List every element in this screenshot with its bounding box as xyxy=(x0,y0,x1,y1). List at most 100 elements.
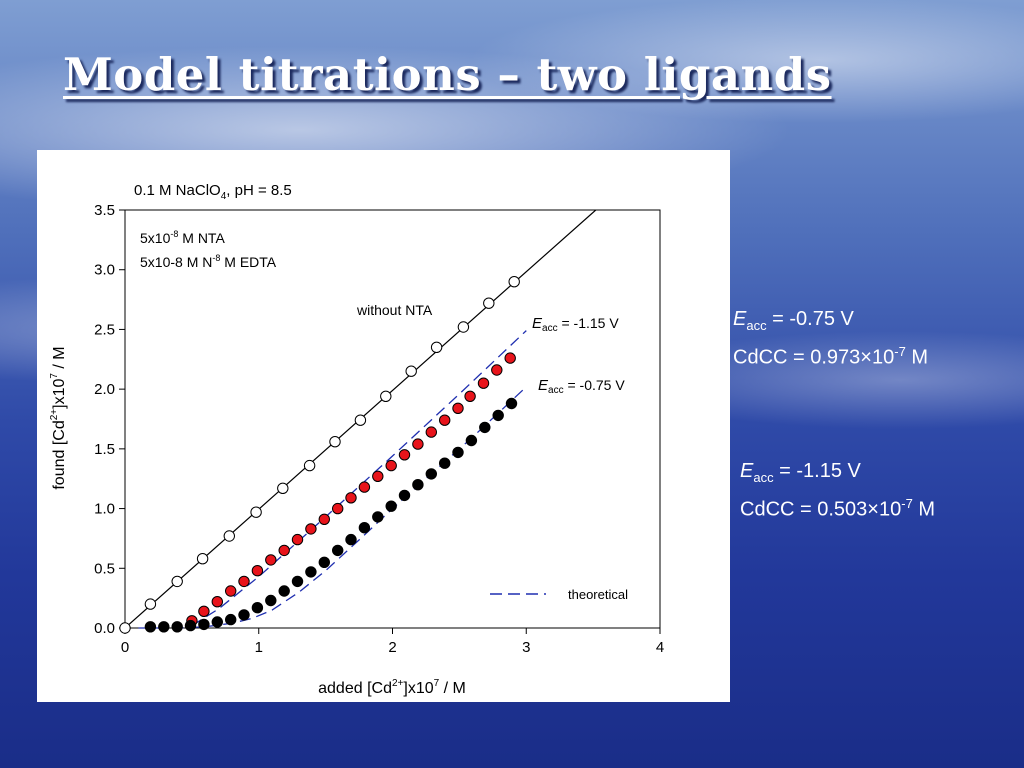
annotation-eacc-075: Eacc = -0.75 V xyxy=(538,377,625,396)
series-1-point-10 xyxy=(318,513,330,525)
series-2-point-2 xyxy=(171,621,183,633)
series-2-point-24 xyxy=(465,434,478,447)
series-0-point-14 xyxy=(483,297,495,309)
series-1-point-4 xyxy=(238,575,250,588)
note-eacc-115: Eacc = -1.15 V CdCC = 0.503×10-7 M xyxy=(740,458,935,523)
series-1-point-2 xyxy=(211,596,224,608)
series-1-point-12 xyxy=(345,492,357,504)
series-1-point-13 xyxy=(358,481,371,493)
chart-title: 0.1 M NaClO4, pH = 8.5 xyxy=(134,182,292,202)
slide-title: Model titrations – two ligands xyxy=(63,48,832,101)
series-2-point-19 xyxy=(398,489,411,502)
series-0-point-1 xyxy=(144,598,157,610)
series-1-point-7 xyxy=(278,544,290,557)
series-1-point-19 xyxy=(439,414,451,426)
annotation-without-nta: without NTA xyxy=(356,302,433,318)
note-cdcc-115: CdCC = 0.503×10-7 M xyxy=(740,496,936,521)
series-1-point-6 xyxy=(265,554,277,566)
series-0-point-11 xyxy=(405,365,417,377)
x-axis-label: added [Cd2+]x107 / M xyxy=(318,678,466,697)
x-tick-label-3: 3 xyxy=(522,639,530,656)
series-1-point-9 xyxy=(305,523,317,535)
annotation-eacc-115: Eacc = -1.15 V xyxy=(532,315,619,334)
series-0-point-13 xyxy=(457,321,470,333)
y-tick-label-2: 1.0 xyxy=(94,501,115,518)
series-0-point-2 xyxy=(171,575,183,588)
series-0-point-4 xyxy=(223,530,236,542)
series-0-point-7 xyxy=(303,459,316,472)
series-2-point-27 xyxy=(505,397,518,410)
series-2-point-23 xyxy=(452,446,464,459)
series-0-point-8 xyxy=(329,436,341,448)
x-tick-label-2: 2 xyxy=(388,639,396,656)
series-2-point-10 xyxy=(278,585,290,597)
series-0-point-3 xyxy=(196,553,209,565)
series-0-point-9 xyxy=(354,414,367,426)
series-2-point-12 xyxy=(305,566,317,578)
series-2-point-5 xyxy=(211,616,224,628)
series-0-point-0 xyxy=(119,622,131,634)
series-2-point-17 xyxy=(372,511,384,523)
series-2-point-1 xyxy=(158,621,170,633)
series-0-point-5 xyxy=(250,506,262,518)
series-1-point-18 xyxy=(425,426,437,438)
series-2-point-6 xyxy=(225,613,237,626)
series-1-point-5 xyxy=(251,565,264,577)
series-2-point-25 xyxy=(479,421,491,434)
note-cdcc-075: CdCC = 0.973×10-7 M xyxy=(733,344,929,369)
series-1-point-16 xyxy=(398,449,411,461)
series-0-point-6 xyxy=(277,482,289,494)
series-1-point-21 xyxy=(464,390,476,403)
series-2-point-11 xyxy=(291,575,304,588)
titration-chart: 0 1 2 3 4 0.0 0.5 1.0 1.5 2.0 2.5 3.0 3.5 0.1 M NaCl… xyxy=(49,182,664,697)
y-tick-label-7: 3.5 xyxy=(94,202,115,219)
plot-frame xyxy=(124,209,661,629)
series-1-point-23 xyxy=(491,364,503,376)
legend-theoretical: theoretical xyxy=(568,587,628,602)
series-2-point-9 xyxy=(265,594,277,607)
note-eacc-115-line1: Eacc = -1.15 V xyxy=(740,460,861,485)
series-2-point-0 xyxy=(144,621,157,633)
y-tick-label-3: 1.5 xyxy=(94,441,115,458)
series-1-point-1 xyxy=(198,605,210,617)
series-2-point-16 xyxy=(358,522,371,534)
series-2-point-4 xyxy=(198,618,210,631)
note-eacc-075: Eacc = -0.75 V CdCC = 0.973×10-7 M xyxy=(733,306,928,371)
condition-nta: 5x10-8 M NTA xyxy=(140,229,225,246)
series-0-point-12 xyxy=(430,341,443,354)
series-2-point-7 xyxy=(238,609,250,621)
series-2-point-8 xyxy=(251,602,264,614)
series-1-point-15 xyxy=(385,459,397,472)
series-1-point-17 xyxy=(412,438,424,450)
chart-panel: 0 1 2 3 4 0.0 0.5 1.0 1.5 2.0 2.5 3.0 3.5 0.1 M NaCl… xyxy=(37,150,730,702)
series-1-point-3 xyxy=(225,585,237,597)
series-1-point-14 xyxy=(372,470,384,482)
x-tick-label-4: 4 xyxy=(656,639,664,656)
condition-edta: 5x10-8 M N-8 M EDTA xyxy=(140,253,277,270)
series-1-point-24 xyxy=(504,352,516,364)
y-tick-label-4: 2.0 xyxy=(94,381,115,398)
x-tick-label-1: 1 xyxy=(255,639,263,656)
series-0-point-15 xyxy=(508,276,520,288)
series-2-point-21 xyxy=(425,468,437,480)
note-eacc-075-line1: Eacc = -0.75 V xyxy=(733,308,854,333)
y-tick-label-1: 0.5 xyxy=(94,560,115,577)
x-tick-label-0: 0 xyxy=(121,639,129,656)
series-2-point-20 xyxy=(412,479,424,491)
series-2-point-22 xyxy=(439,457,451,469)
series-1-point-22 xyxy=(477,377,490,389)
series-2-point-26 xyxy=(492,409,504,422)
series-2-point-13 xyxy=(318,556,330,568)
series-1-point-8 xyxy=(291,533,304,546)
series-2-point-3 xyxy=(184,619,197,632)
y-tick-label-0: 0.0 xyxy=(94,620,115,637)
series-1-point-20 xyxy=(452,402,464,414)
series-2-point-18 xyxy=(385,500,397,512)
series-2-point-14 xyxy=(332,544,344,557)
series-2-point-15 xyxy=(345,533,357,546)
series-0-point-10 xyxy=(380,390,392,403)
y-axis-label: found [Cd2+]x107 / M xyxy=(49,346,68,489)
y-tick-label-6: 3.0 xyxy=(94,262,115,279)
series-1-point-11 xyxy=(332,502,344,515)
y-tick-label-5: 2.5 xyxy=(94,321,115,338)
